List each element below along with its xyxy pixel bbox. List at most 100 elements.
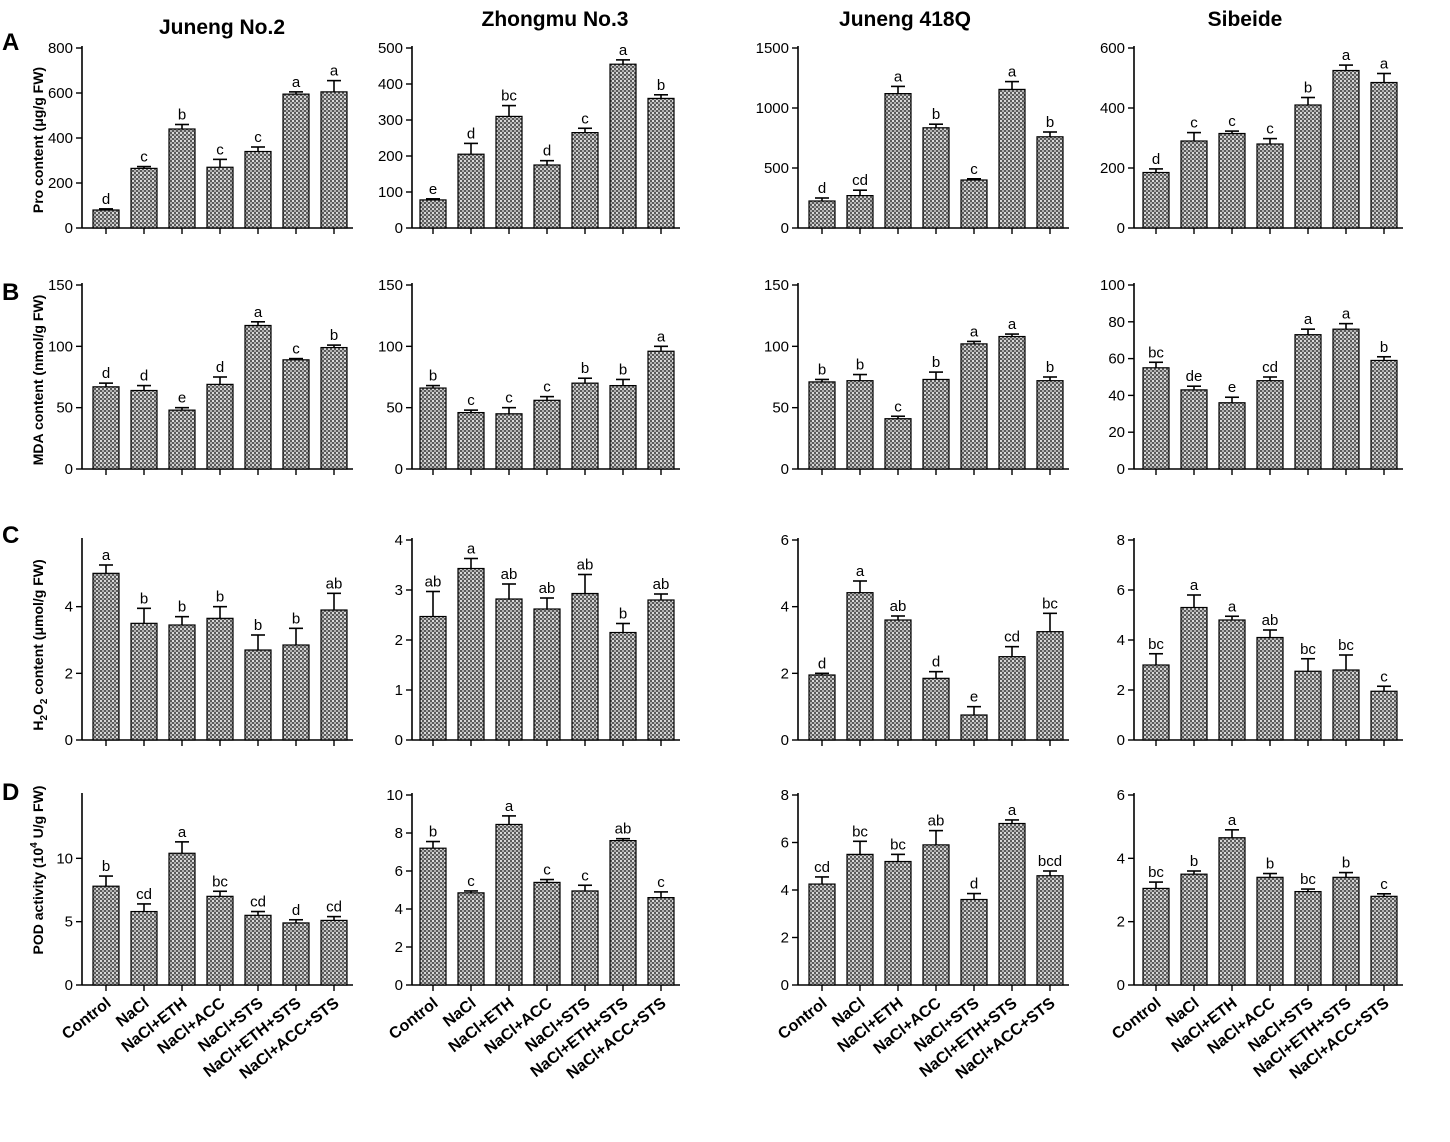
bar-nacl-eth-sts xyxy=(998,88,1026,229)
bar-nacl-eth-sts xyxy=(1332,69,1360,229)
significance-letter: e xyxy=(429,181,437,198)
significance-letter: bc xyxy=(1042,595,1058,612)
significance-letter: b xyxy=(932,354,940,371)
y-tick-label: 1000 xyxy=(756,100,789,117)
bar-control xyxy=(1142,171,1170,229)
bar-nacl-acc xyxy=(922,127,950,229)
significance-letter: cd xyxy=(326,899,342,916)
y-tick-label: 0 xyxy=(781,977,789,994)
y-tick-label: 600 xyxy=(48,85,73,102)
y-tick-label: 0 xyxy=(781,461,789,478)
significance-letter: bc xyxy=(1148,636,1164,653)
bar-nacl-acc xyxy=(206,617,234,741)
significance-letter: ab xyxy=(653,576,670,593)
y-tick-label: 0 xyxy=(1117,977,1125,994)
significance-letter: b xyxy=(254,617,262,634)
significance-letter: bc xyxy=(890,836,906,853)
significance-letter: a xyxy=(1190,577,1199,594)
significance-letter: c xyxy=(1190,115,1198,132)
significance-letter: a xyxy=(467,541,476,558)
y-tick-label: 400 xyxy=(1100,100,1125,117)
y-tick-label: 2 xyxy=(65,665,73,682)
significance-letter: b xyxy=(140,590,148,607)
significance-letter: c xyxy=(1380,876,1388,893)
bar-nacl-acc xyxy=(922,844,950,986)
significance-letter: b xyxy=(1266,856,1274,873)
bar-nacl xyxy=(457,567,485,741)
significance-letter: cd xyxy=(852,172,868,189)
bar-nacl-eth xyxy=(168,128,196,229)
bar-nacl-acc-sts xyxy=(320,346,348,470)
significance-letter: a xyxy=(1342,306,1351,323)
category-label: Control xyxy=(59,995,114,1043)
y-tick-label: 600 xyxy=(1100,40,1125,57)
significance-letter: c xyxy=(894,398,902,415)
y-tick-label: 2 xyxy=(395,632,403,649)
bar-nacl-acc xyxy=(1256,380,1284,470)
bar-nacl-eth xyxy=(168,624,196,741)
cultivar-title-juneng-no2: Juneng No.2 xyxy=(159,16,285,39)
y-tick-label: 0 xyxy=(395,977,403,994)
bar-nacl-eth-sts xyxy=(282,93,310,229)
panel-b-4: 0 20 40 60 80 100 bc de e cd a a b xyxy=(1100,277,1403,478)
significance-letter: e xyxy=(970,689,978,706)
bar-nacl-acc xyxy=(1256,876,1284,986)
bar-nacl-eth xyxy=(168,409,196,470)
bar-nacl-sts xyxy=(571,132,599,229)
y-tick-label: 100 xyxy=(764,338,789,355)
bar-nacl-acc-sts xyxy=(647,896,675,986)
y-tick-label: 50 xyxy=(772,400,789,417)
y-tick-label: 4 xyxy=(781,882,789,899)
y-tick-label: 4 xyxy=(1117,632,1125,649)
significance-letter: b xyxy=(102,858,110,875)
bar-nacl xyxy=(1180,389,1208,470)
significance-letter: c xyxy=(467,873,475,890)
category-label: Control xyxy=(1109,995,1164,1043)
bar-nacl-acc xyxy=(206,166,234,229)
significance-letter: c xyxy=(1228,113,1236,130)
bar-nacl-eth-sts xyxy=(609,63,637,229)
bar-nacl-acc-sts xyxy=(1036,136,1064,229)
panel-a-2: 0 100 200 300 400 500 e d bc d c a b xyxy=(378,40,680,237)
cultivar-title-juneng-418q: Juneng 418Q xyxy=(839,8,971,31)
bar-nacl-acc xyxy=(533,608,561,741)
bar-nacl-sts xyxy=(571,890,599,986)
y-tick-label: 0 xyxy=(395,732,403,749)
significance-letter: b xyxy=(216,589,224,606)
significance-letter: d xyxy=(140,368,148,385)
significance-letter: a xyxy=(102,547,111,564)
bar-nacl-sts xyxy=(1294,890,1322,986)
bar-control xyxy=(1142,664,1170,741)
bar-nacl-eth-sts xyxy=(609,384,637,470)
significance-letter: c xyxy=(543,862,551,879)
y-tick-label: 5 xyxy=(65,914,73,931)
panel-b-3: 0 50 100 150 b b c b a a b xyxy=(764,277,1069,478)
bar-nacl-eth-sts xyxy=(1332,328,1360,470)
significance-letter: a xyxy=(619,42,628,59)
significance-letter: b xyxy=(1380,339,1388,356)
significance-letter: b xyxy=(178,107,186,124)
y-tick-label: 2 xyxy=(781,930,789,947)
significance-letter: c xyxy=(970,161,978,178)
panel-c-3: 0 2 4 6 d a ab d e cd bc xyxy=(781,532,1069,749)
y-tick-label: 40 xyxy=(1108,387,1125,404)
y-tick-label: 500 xyxy=(378,40,403,57)
y-tick-label: 100 xyxy=(48,338,73,355)
significance-letter: c xyxy=(140,149,148,166)
significance-letter: b xyxy=(1046,114,1054,131)
y-tick-label: 8 xyxy=(395,825,403,842)
bar-nacl-eth xyxy=(495,823,523,986)
bar-nacl xyxy=(1180,140,1208,229)
bar-nacl-eth-sts xyxy=(282,922,310,986)
bar-nacl-acc xyxy=(1256,143,1284,229)
row-label-c: C xyxy=(2,522,19,549)
bar-nacl-acc xyxy=(1256,636,1284,741)
bar-control xyxy=(419,847,447,986)
bar-nacl-acc-sts xyxy=(647,350,675,470)
significance-letter: ab xyxy=(615,821,632,838)
y-tick-label: 2 xyxy=(395,939,403,956)
bar-nacl-sts xyxy=(1294,670,1322,741)
y-tick-label: 150 xyxy=(48,277,73,294)
bar-nacl-eth xyxy=(884,92,912,229)
